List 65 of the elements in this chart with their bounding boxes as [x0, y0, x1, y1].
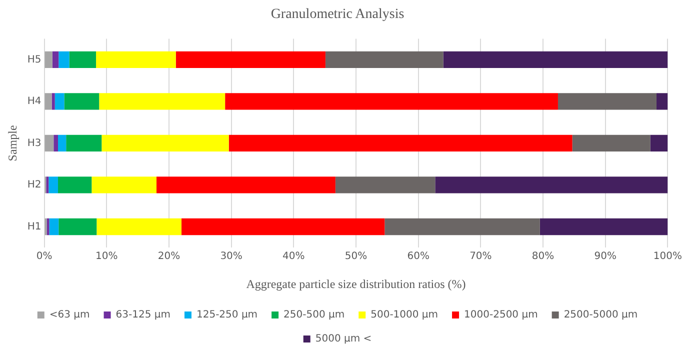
bar — [176, 51, 326, 68]
bar — [656, 93, 668, 110]
bar — [44, 134, 54, 152]
y-axis-title: Sample — [5, 125, 20, 162]
bar — [181, 218, 385, 236]
bar — [46, 176, 49, 194]
x-tick-label: 70% — [470, 251, 492, 262]
y-tick-label: H4 — [27, 96, 42, 108]
legend-label: 500-1000 µm — [370, 310, 438, 321]
bar — [156, 176, 336, 194]
bar — [58, 134, 66, 152]
bar — [69, 51, 96, 68]
x-tick-label: 30% — [220, 251, 242, 262]
bar — [58, 51, 70, 68]
bar — [384, 218, 540, 236]
x-tick-label: 20% — [158, 251, 180, 262]
bar — [52, 93, 55, 110]
bar — [225, 93, 558, 110]
bar — [335, 176, 436, 194]
bar — [52, 51, 59, 68]
bar — [46, 218, 50, 236]
legend-label: 5000 µm < — [315, 334, 372, 345]
bar — [92, 176, 156, 194]
bar — [96, 218, 182, 236]
legend-label: 250-500 µm — [284, 310, 345, 321]
bar — [443, 51, 668, 68]
bar — [54, 134, 58, 152]
x-tick-label: 50% — [344, 251, 368, 262]
x-tick-label: 60% — [407, 251, 430, 262]
y-tick-label: H5 — [27, 54, 42, 66]
bar — [44, 93, 52, 110]
y-tick-label: H1 — [27, 221, 42, 232]
bar — [96, 51, 176, 68]
bar — [49, 218, 59, 236]
legend-label: 125-250 µm — [196, 310, 258, 321]
bar — [48, 176, 58, 194]
bar — [44, 51, 52, 68]
y-tick-label: H3 — [27, 138, 42, 149]
legend-label: 63-125 µm — [116, 310, 170, 321]
bar — [558, 93, 656, 110]
bar — [650, 134, 668, 152]
bar — [64, 93, 100, 110]
bar — [66, 134, 102, 152]
bar — [572, 134, 650, 152]
bar — [99, 93, 226, 110]
bar — [58, 218, 97, 236]
x-tick-label: 100% — [653, 251, 682, 262]
bar — [228, 134, 572, 152]
x-tick-label: 0% — [36, 251, 52, 262]
bar — [540, 218, 668, 236]
x-tick-label: 40% — [282, 251, 305, 262]
x-tick-label: 10% — [96, 251, 118, 262]
bar — [102, 134, 229, 152]
x-tick-label: 80% — [532, 251, 554, 262]
chart-title: Granulometric Analysis — [270, 7, 404, 22]
bar — [54, 93, 64, 110]
legend-label: <63 µm — [49, 310, 90, 321]
x-tick-label: 90% — [594, 251, 616, 262]
bar — [325, 51, 444, 68]
y-tick-label: H2 — [27, 180, 42, 191]
bar — [435, 176, 668, 194]
legend-label: 2500-5000 µm — [564, 310, 638, 321]
bar — [58, 176, 92, 194]
x-axis-title: Aggregate particle size distribution ratios (%) — [246, 276, 466, 291]
legend-label: 1000-2500 µm — [464, 310, 538, 321]
